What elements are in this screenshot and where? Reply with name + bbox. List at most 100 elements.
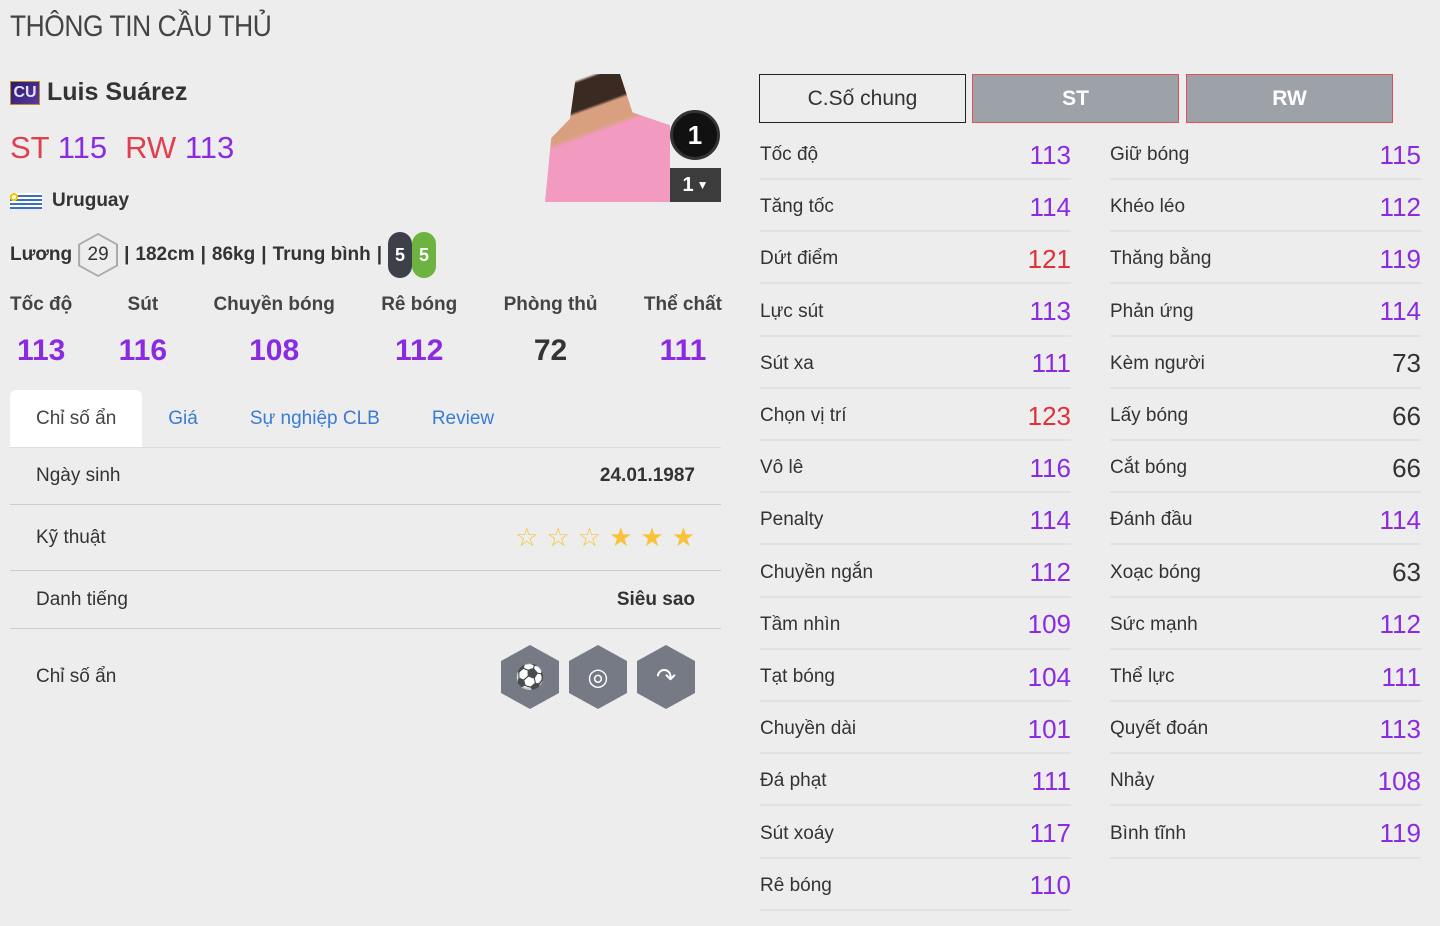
player-photo — [545, 74, 670, 202]
stat-value: 112 — [1379, 609, 1421, 640]
hidden-stats-row: Chỉ số ẩn ⚽ ◎ ↷ — [10, 629, 721, 725]
tab-hidden-stats[interactable]: Chỉ số ẩn — [10, 390, 143, 447]
info-tabs: Chỉ số ẩn Giá Sự nghiệp CLB Review — [10, 390, 721, 448]
stat-row: Xoạc bóng 63 — [1110, 546, 1421, 598]
tab-rw[interactable]: RW — [1186, 74, 1393, 123]
stat-row: Nhảy 108 — [1110, 754, 1421, 807]
summary-label: Sút — [127, 294, 159, 315]
stat-row: Sức mạnh 112 — [1110, 598, 1421, 650]
dribbler-icon[interactable]: ◎ — [569, 645, 627, 709]
stat-label: Kèm người — [1110, 352, 1205, 374]
stat-row: Chuyền ngắn 112 — [760, 546, 1071, 598]
stat-value: 117 — [1029, 818, 1071, 849]
summary-value: 116 — [118, 334, 168, 367]
stat-label: Chuyền ngắn — [760, 561, 874, 583]
stat-value: 73 — [1392, 348, 1421, 379]
sep: | — [124, 244, 130, 265]
stat-label: Bình tĩnh — [1110, 822, 1187, 844]
weight: 86kg — [211, 244, 256, 265]
body-type: Trung bình — [272, 244, 371, 265]
stat-value: 111 — [1381, 661, 1421, 692]
stat-row: Vô lê 116 — [760, 441, 1071, 494]
star-empty-icon: ☆ — [577, 522, 602, 552]
salary-value: 29 — [87, 244, 109, 265]
summary-label: Phòng thủ — [503, 294, 598, 315]
stat-label: Tầm nhìn — [760, 613, 841, 635]
stat-value: 115 — [1379, 139, 1421, 170]
star-empty-icon: ☆ — [515, 522, 539, 552]
summary-label: Thể chất — [643, 294, 722, 315]
stat-row: Khéo léo 112 — [1110, 180, 1421, 233]
stat-label: Tạt bóng — [760, 666, 835, 687]
summary-value: 113 — [16, 334, 66, 367]
stat-row: Rê bóng 110 — [760, 859, 1071, 911]
page-title: THÔNG TIN CẦU THỦ — [10, 10, 272, 43]
stat-label: Đánh đầu — [1110, 509, 1193, 531]
uruguay-flag-icon — [10, 193, 42, 209]
tab-club-career[interactable]: Sự nghiệp CLB — [249, 407, 380, 429]
stat-value: 109 — [1027, 609, 1071, 640]
stat-value: 121 — [1027, 243, 1071, 274]
stat-value: 112 — [1379, 191, 1421, 222]
stat-value: 114 — [1379, 296, 1421, 327]
stat-value: 111 — [1031, 348, 1071, 379]
star-filled-icon: ★ — [640, 522, 664, 552]
season-badge: CU — [10, 80, 40, 105]
stat-value: 123 — [1027, 400, 1071, 431]
nation-name: Uruguay — [52, 190, 130, 211]
stat-row: Phản ứng 114 — [1110, 285, 1421, 337]
summary-stat: Rê bóng 112 — [381, 294, 457, 368]
stat-row: Chuyền dài 101 — [760, 702, 1071, 755]
star-filled-icon: ★ — [671, 522, 695, 552]
level-dropdown[interactable]: 1 ▼ — [670, 168, 721, 202]
stat-label: Quyết đoán — [1110, 718, 1209, 740]
stat-value: 63 — [1392, 557, 1421, 588]
stat-row: Đánh đầu 114 — [1110, 493, 1421, 546]
stat-row: Bình tĩnh 119 — [1110, 807, 1421, 859]
stat-label: Rê bóng — [760, 874, 832, 896]
stat-row: Tạt bóng 104 — [760, 650, 1071, 702]
stat-row: Cắt bóng 66 — [1110, 441, 1421, 494]
stat-row: Kèm người 73 — [1110, 337, 1421, 389]
stat-row: Lấy bóng 66 — [1110, 389, 1421, 441]
salary-badge: 29 — [78, 233, 119, 277]
stat-label: Tăng tốc — [760, 196, 834, 218]
stat-value: 66 — [1392, 452, 1421, 483]
skill-stars: ☆ ☆ ☆ ★ ★ ★ — [515, 522, 695, 553]
right-foot: 5 — [412, 232, 437, 278]
summary-label: Chuyền bóng — [213, 294, 335, 315]
stat-label: Thể lực — [1110, 666, 1175, 687]
stat-value: 101 — [1027, 713, 1071, 744]
stat-label: Lực sút — [760, 300, 824, 322]
star-empty-icon: ☆ — [546, 522, 570, 552]
outside-curl-icon[interactable]: ↷ — [637, 645, 695, 709]
finesse-shot-icon[interactable]: ⚽ — [501, 645, 559, 709]
stat-value: 116 — [1029, 452, 1071, 483]
stat-row: Sút xa 111 — [760, 337, 1071, 389]
stat-value: 113 — [1029, 139, 1071, 170]
stat-label: Sút xa — [760, 352, 814, 374]
height: 182cm — [135, 244, 195, 265]
birth-row: Ngày sinh 24.01.1987 — [10, 448, 721, 505]
stat-row: Tăng tốc 114 — [760, 180, 1071, 233]
stat-row: Thăng bằng 119 — [1110, 232, 1421, 285]
tab-general-stats[interactable]: C.Số chung — [759, 74, 966, 123]
stat-row: Lực sút 113 — [760, 285, 1071, 337]
tab-review[interactable]: Review — [431, 407, 495, 429]
stat-label: Nhảy — [1110, 770, 1155, 792]
tab-price[interactable]: Giá — [168, 407, 198, 429]
stat-value: 114 — [1029, 191, 1071, 222]
summary-stat: Phòng thủ 72 — [504, 294, 598, 368]
stat-row: Quyết đoán 113 — [1110, 702, 1421, 755]
tab-st[interactable]: ST — [972, 74, 1179, 123]
stat-value: 112 — [1029, 557, 1071, 588]
position-ratings: ST 115 RW 113 — [10, 130, 234, 166]
stat-label: Giữ bóng — [1110, 144, 1190, 165]
stat-value: 66 — [1392, 400, 1421, 431]
stat-label: Đá phạt — [760, 770, 827, 792]
sep: | — [376, 244, 383, 265]
summary-stats: Tốc độ 113 Sút 116 Chuyền bóng 108 Rê bóng 112 P… — [10, 294, 722, 368]
summary-value: 111 — [659, 334, 707, 367]
stat-row: Giữ bóng 115 — [1110, 128, 1421, 180]
